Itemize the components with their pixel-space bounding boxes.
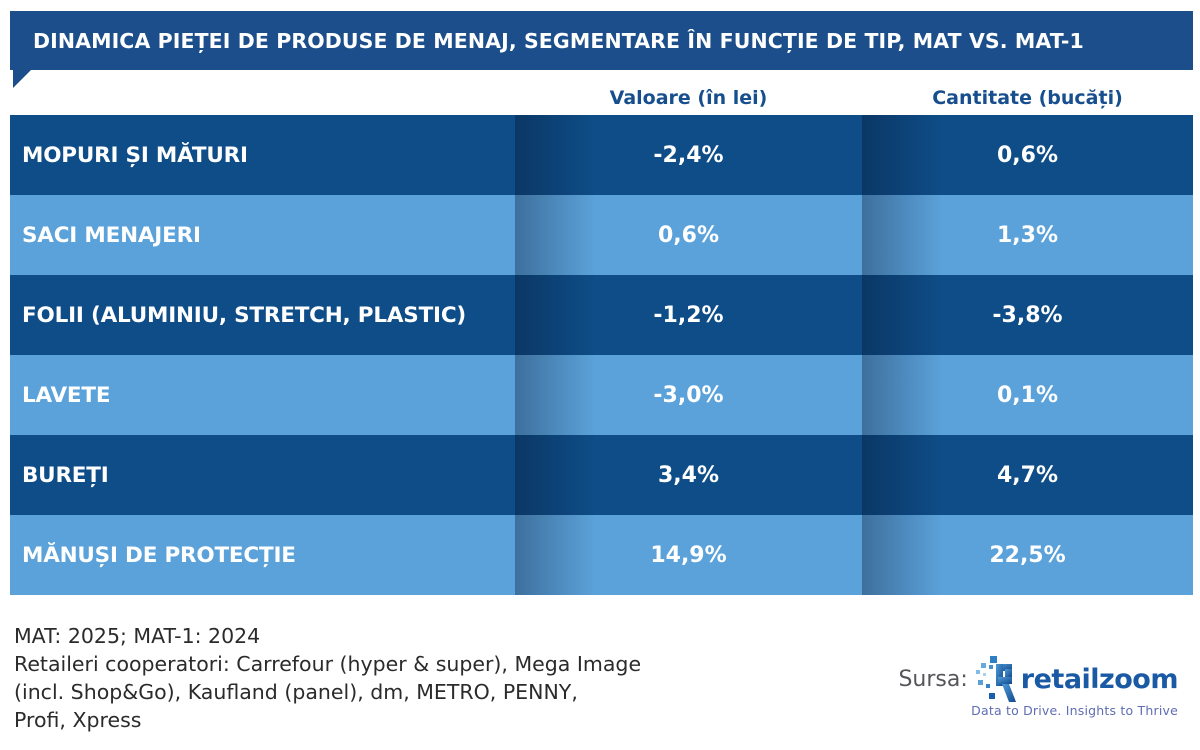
row-label: MĂNUȘI DE PROTECȚIE [22,542,296,568]
brand-tagline: Data to Drive. Insights to Thrive [971,703,1178,718]
speech-bubble-tail [13,70,31,88]
row-label: FOLII (ALUMINIU, STRETCH, PLASTIC) [22,302,467,328]
cantitate-cell: 0,6% [862,115,1193,195]
source-block: Sursa: [898,656,1179,718]
table-row: MĂNUȘI DE PROTECȚIE 14,9% 22,5% [10,515,1193,595]
valoare-cell: -2,4% [515,115,862,195]
column-headers: Valoare (în lei) Cantitate (bucăți) [10,80,1193,112]
valoare-value: -3,0% [653,382,724,408]
footnote-line: MAT: 2025; MAT-1: 2024 [14,624,261,648]
footnote-line: (incl. Shop&Go), Kaufland (panel), dm, M… [14,680,578,704]
valoare-cell: 3,4% [515,435,862,515]
table-row: BUREȚI 3,4% 4,7% [10,435,1193,515]
cantitate-value: 0,1% [996,382,1058,408]
table-row: LAVETE -3,0% 0,1% [10,355,1193,435]
valoare-value: -1,2% [653,302,724,328]
row-label: LAVETE [22,382,111,408]
column-header-cantitate: Cantitate (bucăți) [932,87,1123,109]
footnotes: MAT: 2025; MAT-1: 2024 Retaileri coopera… [14,622,641,734]
cantitate-value: 22,5% [989,542,1066,568]
source-row: Sursa: [898,656,1179,702]
row-label: BUREȚI [22,462,109,488]
valoare-cell: -1,2% [515,275,862,355]
cantitate-cell: 22,5% [862,515,1193,595]
cantitate-cell: 0,1% [862,355,1193,435]
cantitate-cell: -3,8% [862,275,1193,355]
page-title: DINAMICA PIEȚEI DE PRODUSE DE MENAJ, SEG… [33,28,1084,53]
valoare-value: 3,4% [657,462,719,488]
retailzoom-logo-icon [975,656,1016,702]
valoare-value: -2,4% [653,142,724,168]
column-header-valoare: Valoare (în lei) [609,87,768,109]
table-row: MOPURI ȘI MĂTURI -2,4% 0,6% [10,115,1193,195]
cantitate-value: 4,7% [996,462,1058,488]
cantitate-value: 0,6% [996,142,1058,168]
title-banner: DINAMICA PIEȚEI DE PRODUSE DE MENAJ, SEG… [10,11,1193,70]
cantitate-value: 1,3% [996,222,1058,248]
table-row: FOLII (ALUMINIU, STRETCH, PLASTIC) -1,2%… [10,275,1193,355]
row-label: SACI MENAJERI [22,222,201,248]
brand-wordmark: retailzoom [1020,663,1179,695]
footnote-line: Profi, Xpress [14,708,142,732]
valoare-cell: -3,0% [515,355,862,435]
cantitate-cell: 1,3% [862,195,1193,275]
valoare-value: 0,6% [657,222,719,248]
valoare-value: 14,9% [650,542,727,568]
table-row: SACI MENAJERI 0,6% 1,3% [10,195,1193,275]
cantitate-cell: 4,7% [862,435,1193,515]
row-label: MOPURI ȘI MĂTURI [22,142,248,168]
valoare-cell: 0,6% [515,195,862,275]
cantitate-value: -3,8% [992,302,1063,328]
market-dynamics-table: MOPURI ȘI MĂTURI -2,4% 0,6% SACI MENAJER… [10,115,1193,595]
valoare-cell: 14,9% [515,515,862,595]
source-label: Sursa: [898,666,968,692]
footnote-line: Retaileri cooperatori: Carrefour (hyper … [14,652,642,676]
